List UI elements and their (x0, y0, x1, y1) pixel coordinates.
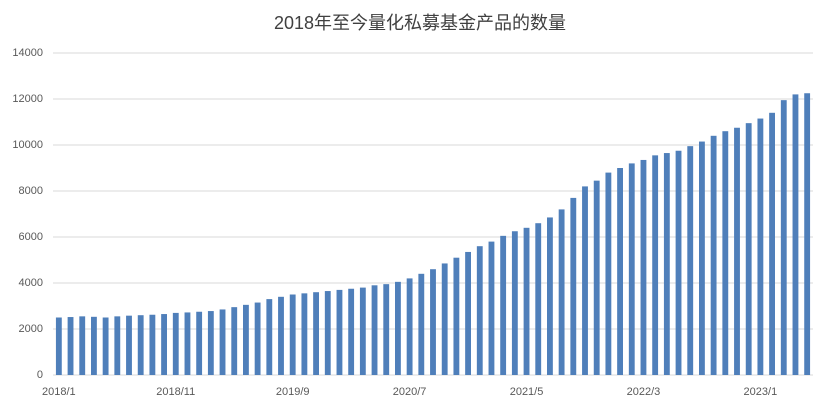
bar (266, 299, 273, 375)
x-tick-label: 2018/11 (156, 386, 195, 398)
bar (91, 316, 97, 375)
y-tick-label: 6000 (19, 231, 43, 243)
bar (114, 316, 121, 375)
bar (79, 316, 86, 375)
bar (710, 135, 717, 375)
bar (465, 251, 471, 375)
bar (699, 141, 705, 375)
bar (301, 293, 308, 375)
bar (418, 273, 425, 375)
bar (67, 317, 74, 375)
y-tick-label: 14000 (12, 47, 43, 59)
bar (652, 155, 659, 375)
bar (313, 292, 319, 375)
x-tick-label: 2022/3 (627, 386, 661, 398)
bar (500, 235, 507, 375)
bar (172, 312, 179, 375)
bar (102, 317, 109, 375)
bar (722, 131, 729, 375)
bar (161, 314, 167, 375)
bar (348, 288, 355, 375)
bar (371, 285, 378, 375)
bar (359, 287, 366, 375)
bar (126, 315, 132, 375)
bar (675, 150, 682, 375)
bar (687, 146, 694, 375)
bar (453, 257, 460, 375)
y-tick-label: 10000 (12, 139, 43, 151)
bar (254, 302, 261, 375)
bar (745, 123, 752, 376)
y-tick-label: 0 (37, 369, 43, 381)
bar (804, 93, 811, 375)
bar (570, 197, 577, 375)
bar (617, 168, 623, 375)
bar (430, 269, 436, 375)
y-tick-label: 4000 (19, 277, 43, 289)
bar (628, 163, 635, 375)
bar (441, 263, 448, 375)
x-tick-label: 2021/5 (510, 386, 544, 398)
bar (149, 314, 156, 375)
bar (523, 227, 530, 375)
bar (383, 284, 390, 375)
bar (395, 281, 401, 375)
bar (406, 278, 413, 375)
bar (558, 209, 565, 375)
bar (792, 94, 799, 376)
x-tick-label: 2018/1 (42, 386, 76, 398)
y-tick-label: 12000 (12, 93, 43, 105)
x-tick-label: 2023/1 (744, 386, 778, 398)
bar (582, 186, 588, 375)
bar (757, 118, 764, 376)
x-tick-label: 2019/9 (276, 386, 310, 398)
bar (476, 246, 483, 375)
bar (278, 296, 284, 375)
bar (547, 217, 553, 375)
chart-title: 2018年至今量化私募基金产品的数量 (274, 13, 566, 33)
bar (605, 172, 612, 375)
bar (769, 112, 775, 376)
bar (780, 100, 787, 376)
bar (734, 127, 740, 375)
y-tick-label: 2000 (19, 323, 43, 335)
bar (289, 294, 296, 375)
bar (137, 315, 144, 375)
bar (663, 153, 670, 375)
bar (207, 311, 214, 375)
bar (488, 241, 495, 375)
bar (336, 289, 343, 375)
bar (243, 304, 249, 375)
bar (196, 311, 203, 375)
x-tick-label: 2020/7 (393, 386, 427, 398)
y-tick-label: 8000 (19, 185, 43, 197)
bar (511, 231, 518, 375)
bar (231, 307, 238, 375)
bar (219, 309, 226, 375)
bar (324, 291, 331, 375)
bar (640, 159, 647, 375)
bar (55, 317, 62, 375)
bar (184, 312, 191, 375)
bar (535, 223, 542, 375)
bar (593, 180, 600, 375)
